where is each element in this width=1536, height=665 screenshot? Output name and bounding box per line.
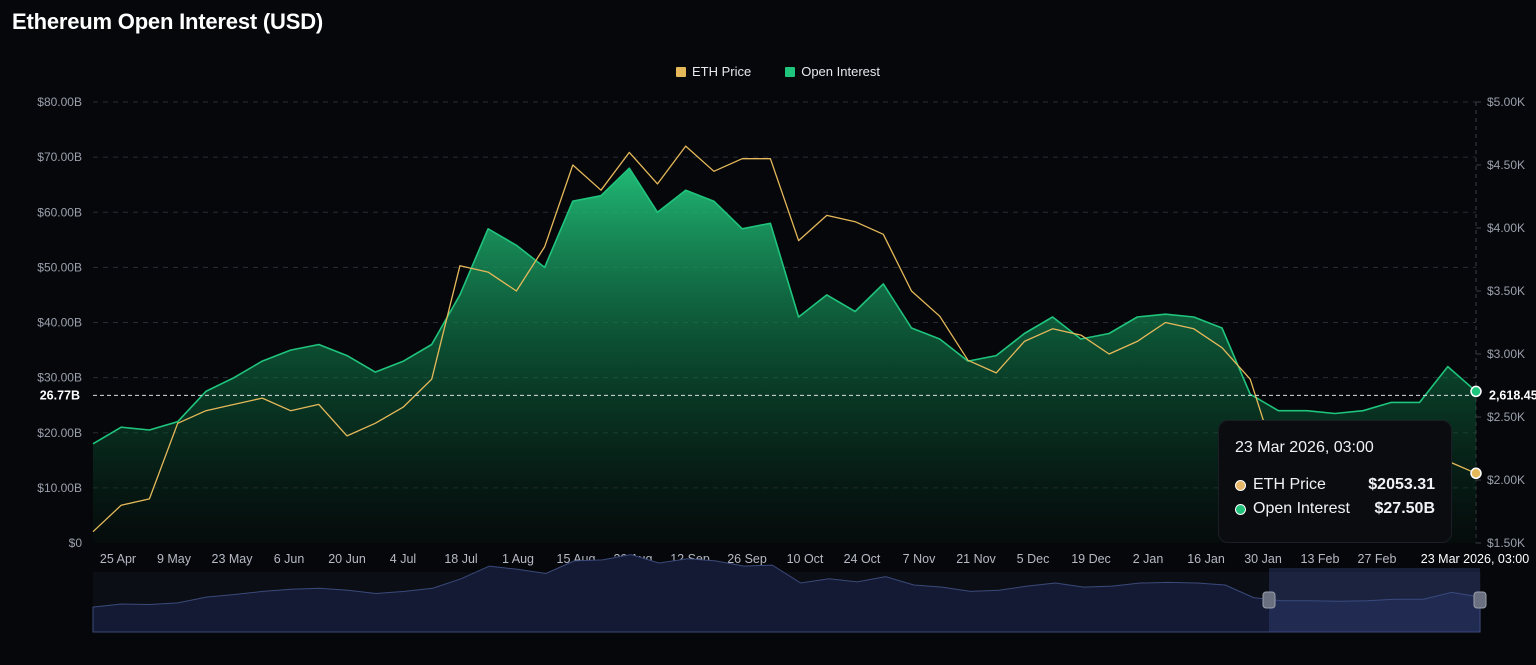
series-line-open-interest [92,167,1477,445]
legend-swatch-open-interest [785,66,796,77]
tooltip-date: 23 Mar 2026, 03:00 [1235,439,1374,456]
x-tick-label: 24 Oct [844,552,881,566]
overview-selection[interactable] [1269,568,1480,632]
legend-label-open-interest: Open Interest [801,64,880,79]
y-left-tick-label: $40.00B [37,316,82,330]
y-right-tick-label: $5.00K [1487,95,1525,109]
y-left-tick-label: $70.00B [37,150,82,164]
x-tick-label: 27 Feb [1358,552,1397,566]
x-tick-label: 19 Dec [1071,552,1111,566]
legend-item-open-interest[interactable]: Open Interest [785,64,880,79]
series-line-eth-price [92,145,1477,533]
y-left-tick-label: $30.00B [37,371,82,385]
tooltip-value-eth-price: $2053.31 [1368,476,1435,493]
crosshair-left-label-bg [30,386,90,405]
legend-item-eth-price[interactable]: ETH Price [675,64,752,79]
x-tick-label: 23 May [212,552,254,566]
y-left-tick-label: $10.00B [37,481,82,495]
chart-legend: ETH Price Open Interest [0,64,1536,79]
tooltip-label-eth-price: ETH Price [1253,476,1326,493]
tooltip-dot-eth-price [1235,479,1246,491]
x-tick-label: 6 Jun [274,552,305,566]
tooltip-row-eth-price: ETH Price $2053.31 [1235,473,1435,497]
x-tick-label: 5 Dec [1017,552,1050,566]
y-right-tick-label: $4.00K [1487,221,1525,235]
overview-handle-left[interactable] [1262,591,1276,609]
x-tick-label: 30 Jan [1244,552,1282,566]
x-tick-label: 2 Jan [1133,552,1164,566]
series-area-open-interest [93,168,1476,543]
y-right-tick-label: $3.00K [1487,347,1525,361]
y-left-tick-label: $20.00B [37,426,82,440]
x-tick-label: 9 May [157,552,192,566]
hover-point-open-interest [1470,385,1482,398]
chart-tooltip: 23 Mar 2026, 03:00 ETH Price $2053.31 Op… [1218,420,1452,543]
tooltip-value-open-interest: $27.50B [1374,500,1436,517]
tooltip-row-open-interest: Open Interest $27.50B [1235,497,1435,521]
overview-handle-right[interactable] [1473,591,1487,609]
y-left-tick-label: $50.00B [37,260,82,274]
crosshair-right-label-bg [1484,386,1536,405]
x-tick-label: 25 Apr [100,552,136,566]
x-tick-label: 10 Oct [787,552,824,566]
y-right-tick-label: $2.50K [1487,410,1525,424]
x-tick-label: 7 Nov [903,552,936,566]
y-right-tick-label: $1.50K [1487,536,1525,550]
overview-series [92,554,1481,633]
x-tick-label: 26 Sep [727,552,767,566]
x-tick-label: 16 Jan [1187,552,1225,566]
x-tick-label-current: 23 Mar 2026, 03:00 [1421,552,1529,566]
legend-label-eth-price: ETH Price [691,64,752,79]
page-title: Ethereum Open Interest (USD) [12,9,324,34]
y-left-tick-label: $80.00B [37,95,82,109]
hover-point-eth-price [1470,467,1482,480]
x-tick-label: 13 Feb [1301,552,1340,566]
y-right-tick-label: $4.50K [1487,158,1525,172]
x-tick-label: 20 Jun [328,552,366,566]
x-tick-label: 4 Jul [390,552,416,566]
crosshair-right-label: 2,618.45 [1489,388,1536,402]
tooltip-label-open-interest: Open Interest [1253,500,1350,517]
x-tick-label: 18 Jul [444,552,477,566]
y-right-tick-label: $3.50K [1487,284,1525,298]
y-left-tick-label: $0 [69,536,83,550]
y-left-tick-label: $60.00B [37,205,82,219]
crosshair-left-label: 26.77B [40,388,80,402]
x-tick-label: 1 Aug [502,552,534,566]
legend-swatch-eth-price [675,66,686,77]
y-right-tick-label: $2.00K [1487,473,1525,487]
x-tick-label: 21 Nov [956,552,996,566]
tooltip-dot-open-interest [1235,503,1246,515]
